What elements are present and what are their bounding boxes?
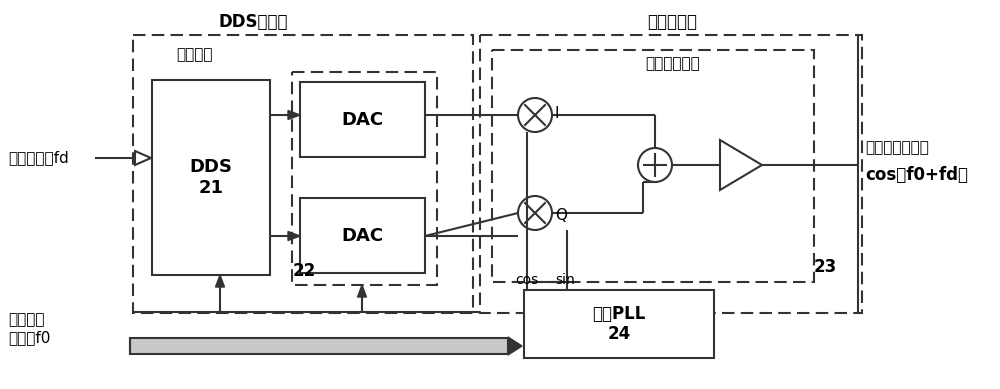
Bar — [492, 50, 814, 282]
Text: DDS
21: DDS 21 — [190, 158, 232, 197]
Bar — [133, 35, 473, 313]
Text: 频率控制字fd: 频率控制字fd — [8, 151, 69, 165]
Bar — [292, 72, 437, 285]
Polygon shape — [216, 275, 224, 287]
Polygon shape — [508, 337, 522, 355]
Text: cos: cos — [515, 273, 539, 287]
Text: DAC: DAC — [341, 226, 384, 245]
Bar — [524, 290, 714, 358]
Polygon shape — [288, 110, 300, 119]
Text: cos（f0+fd）: cos（f0+fd） — [865, 166, 968, 184]
Bar — [130, 338, 508, 354]
Text: 正交调制器: 正交调制器 — [647, 13, 697, 31]
Bar — [300, 198, 425, 273]
Bar — [480, 35, 862, 313]
Text: 工作时钟: 工作时钟 — [176, 47, 212, 63]
Text: 载波频率: 载波频率 — [8, 312, 44, 328]
Bar — [300, 82, 425, 157]
Polygon shape — [358, 285, 366, 297]
Text: sin: sin — [555, 273, 575, 287]
Bar — [152, 80, 270, 275]
Text: I: I — [555, 105, 560, 121]
Polygon shape — [288, 231, 300, 240]
Text: 控制字f0: 控制字f0 — [8, 331, 50, 345]
Text: 23: 23 — [814, 258, 837, 276]
Text: Q: Q — [555, 207, 567, 223]
Text: 正交调制单元: 正交调制单元 — [646, 56, 700, 72]
Text: 22: 22 — [293, 262, 316, 280]
Text: DAC: DAC — [341, 110, 384, 128]
Text: 内置PLL
24: 内置PLL 24 — [592, 305, 646, 343]
Text: DDS控制器: DDS控制器 — [218, 13, 288, 31]
Polygon shape — [135, 151, 151, 165]
Text: 单边带本振输出: 单边带本振输出 — [865, 140, 929, 156]
